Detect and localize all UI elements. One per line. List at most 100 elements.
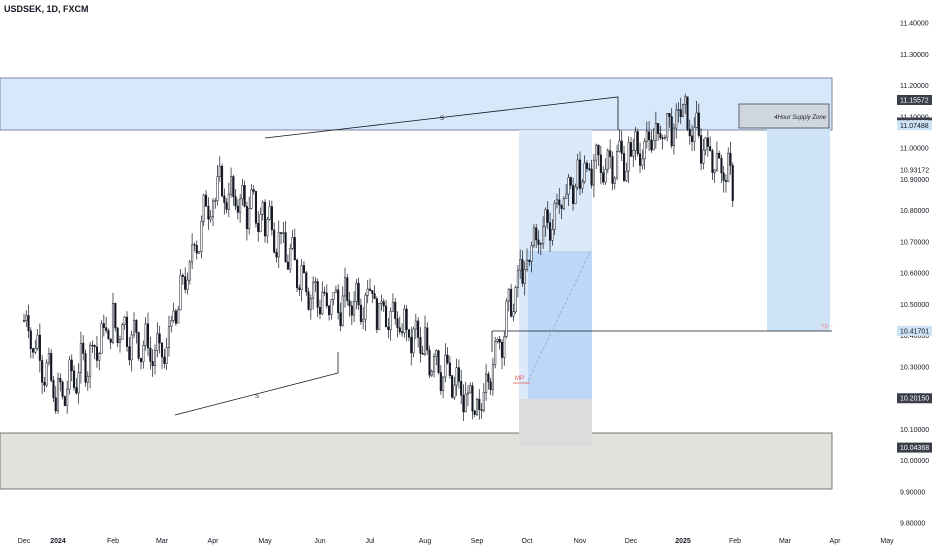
candle-body — [268, 206, 271, 220]
trendline-lower-label: S — [255, 394, 259, 400]
candle-body — [380, 301, 383, 304]
candle-body — [170, 320, 173, 327]
trendline-lower[interactable] — [174, 352, 339, 416]
y-tick-label: 10.30000 — [900, 364, 929, 371]
lower-demand-zone[interactable] — [0, 432, 833, 490]
candle-body — [163, 356, 166, 364]
long-position-fill-zone[interactable] — [528, 251, 592, 399]
candle-body — [156, 333, 159, 351]
candle-body — [625, 170, 628, 181]
candle-body — [209, 216, 212, 220]
long-position-stop-zone[interactable] — [519, 399, 592, 446]
candle-body — [63, 396, 66, 406]
candle-body — [302, 265, 306, 273]
candle-body — [558, 199, 561, 206]
candle-body — [572, 184, 575, 204]
candle-body — [323, 291, 326, 294]
candle-body — [284, 232, 287, 263]
candle-body — [514, 287, 517, 312]
candle-body — [350, 305, 353, 316]
candle-body — [263, 202, 267, 237]
candle-body — [95, 346, 99, 361]
candle-body — [466, 392, 470, 395]
candle-body — [373, 293, 376, 299]
x-tick-label: Jun — [314, 538, 325, 545]
candle-body — [599, 154, 602, 174]
price-tag-bg — [897, 165, 932, 176]
candle-body — [45, 362, 48, 386]
candle-body — [223, 195, 226, 203]
candle-body — [544, 209, 547, 227]
candle-body — [713, 169, 716, 173]
candle-body — [546, 209, 549, 223]
x-tick-label: May — [258, 538, 272, 545]
candle-body — [172, 310, 175, 321]
candle-body — [364, 295, 367, 320]
candle-body — [622, 153, 626, 181]
y-tick-label: 10.80000 — [900, 208, 929, 215]
candle-body — [523, 269, 526, 284]
candle-body — [153, 350, 157, 366]
candle-body — [700, 135, 703, 164]
y-tick-label: 11.40000 — [900, 21, 929, 28]
candle-body — [428, 349, 431, 376]
candle-body — [248, 208, 251, 230]
candle-body — [569, 177, 572, 186]
candle-body — [645, 131, 648, 142]
candle-body — [632, 150, 635, 157]
candle-body — [245, 206, 248, 230]
candle-body — [202, 194, 205, 222]
candle-body — [227, 193, 230, 210]
candle-body — [334, 289, 337, 293]
projection-zone-right[interactable] — [767, 121, 830, 331]
candle-body — [672, 127, 676, 146]
candle-body — [681, 104, 685, 117]
price-tag: 10.20150 — [897, 393, 932, 404]
candle-body — [359, 304, 362, 322]
candle-body — [86, 375, 89, 383]
price-tag: 10.41701 — [897, 325, 932, 336]
candle-body — [293, 237, 296, 261]
candle-body — [507, 288, 510, 302]
trendline-upper[interactable] — [264, 96, 619, 139]
candle-body — [387, 326, 390, 330]
candle-body — [398, 327, 401, 332]
candle-body — [239, 198, 242, 213]
tp-label: TP ↑ — [821, 325, 833, 331]
candle-body — [337, 289, 340, 313]
candle-body — [389, 311, 392, 330]
upper-supply-zone[interactable] — [0, 77, 833, 131]
price-tag-bg — [897, 120, 932, 131]
y-tick-label: 11.00000 — [900, 146, 929, 153]
x-tick-label: Dec — [625, 538, 638, 545]
candle-body — [91, 344, 94, 347]
candle-body — [43, 382, 46, 386]
candle-body — [123, 316, 126, 325]
candle-body — [371, 290, 374, 294]
candle-body — [650, 139, 653, 151]
candle-body — [516, 269, 519, 288]
price-tag-label: 11.07488 — [900, 123, 929, 130]
four-hour-supply-zone-box[interactable] — [738, 103, 830, 129]
candle-body — [480, 409, 483, 411]
candle-body — [109, 338, 112, 343]
candle-body — [629, 142, 633, 157]
price-tag: 10.93172 — [897, 165, 932, 176]
time-axis[interactable]: Dec 2024 Feb Mar Apr May Jun Jul Aug Sep Oct Nov Dec… — [18, 538, 894, 545]
candle-body — [451, 375, 454, 398]
candle-body — [731, 165, 734, 201]
candle-body — [296, 259, 299, 289]
candle-body — [200, 220, 203, 252]
candle-body — [298, 287, 301, 290]
candle-body — [305, 272, 308, 292]
candle-body — [485, 373, 488, 393]
candle-body — [72, 370, 76, 388]
candle-body — [670, 116, 673, 146]
candle-body — [204, 194, 208, 207]
candle-body — [657, 123, 660, 134]
candle-body — [616, 150, 619, 179]
candle-body — [530, 245, 533, 262]
candle-body — [462, 395, 465, 413]
